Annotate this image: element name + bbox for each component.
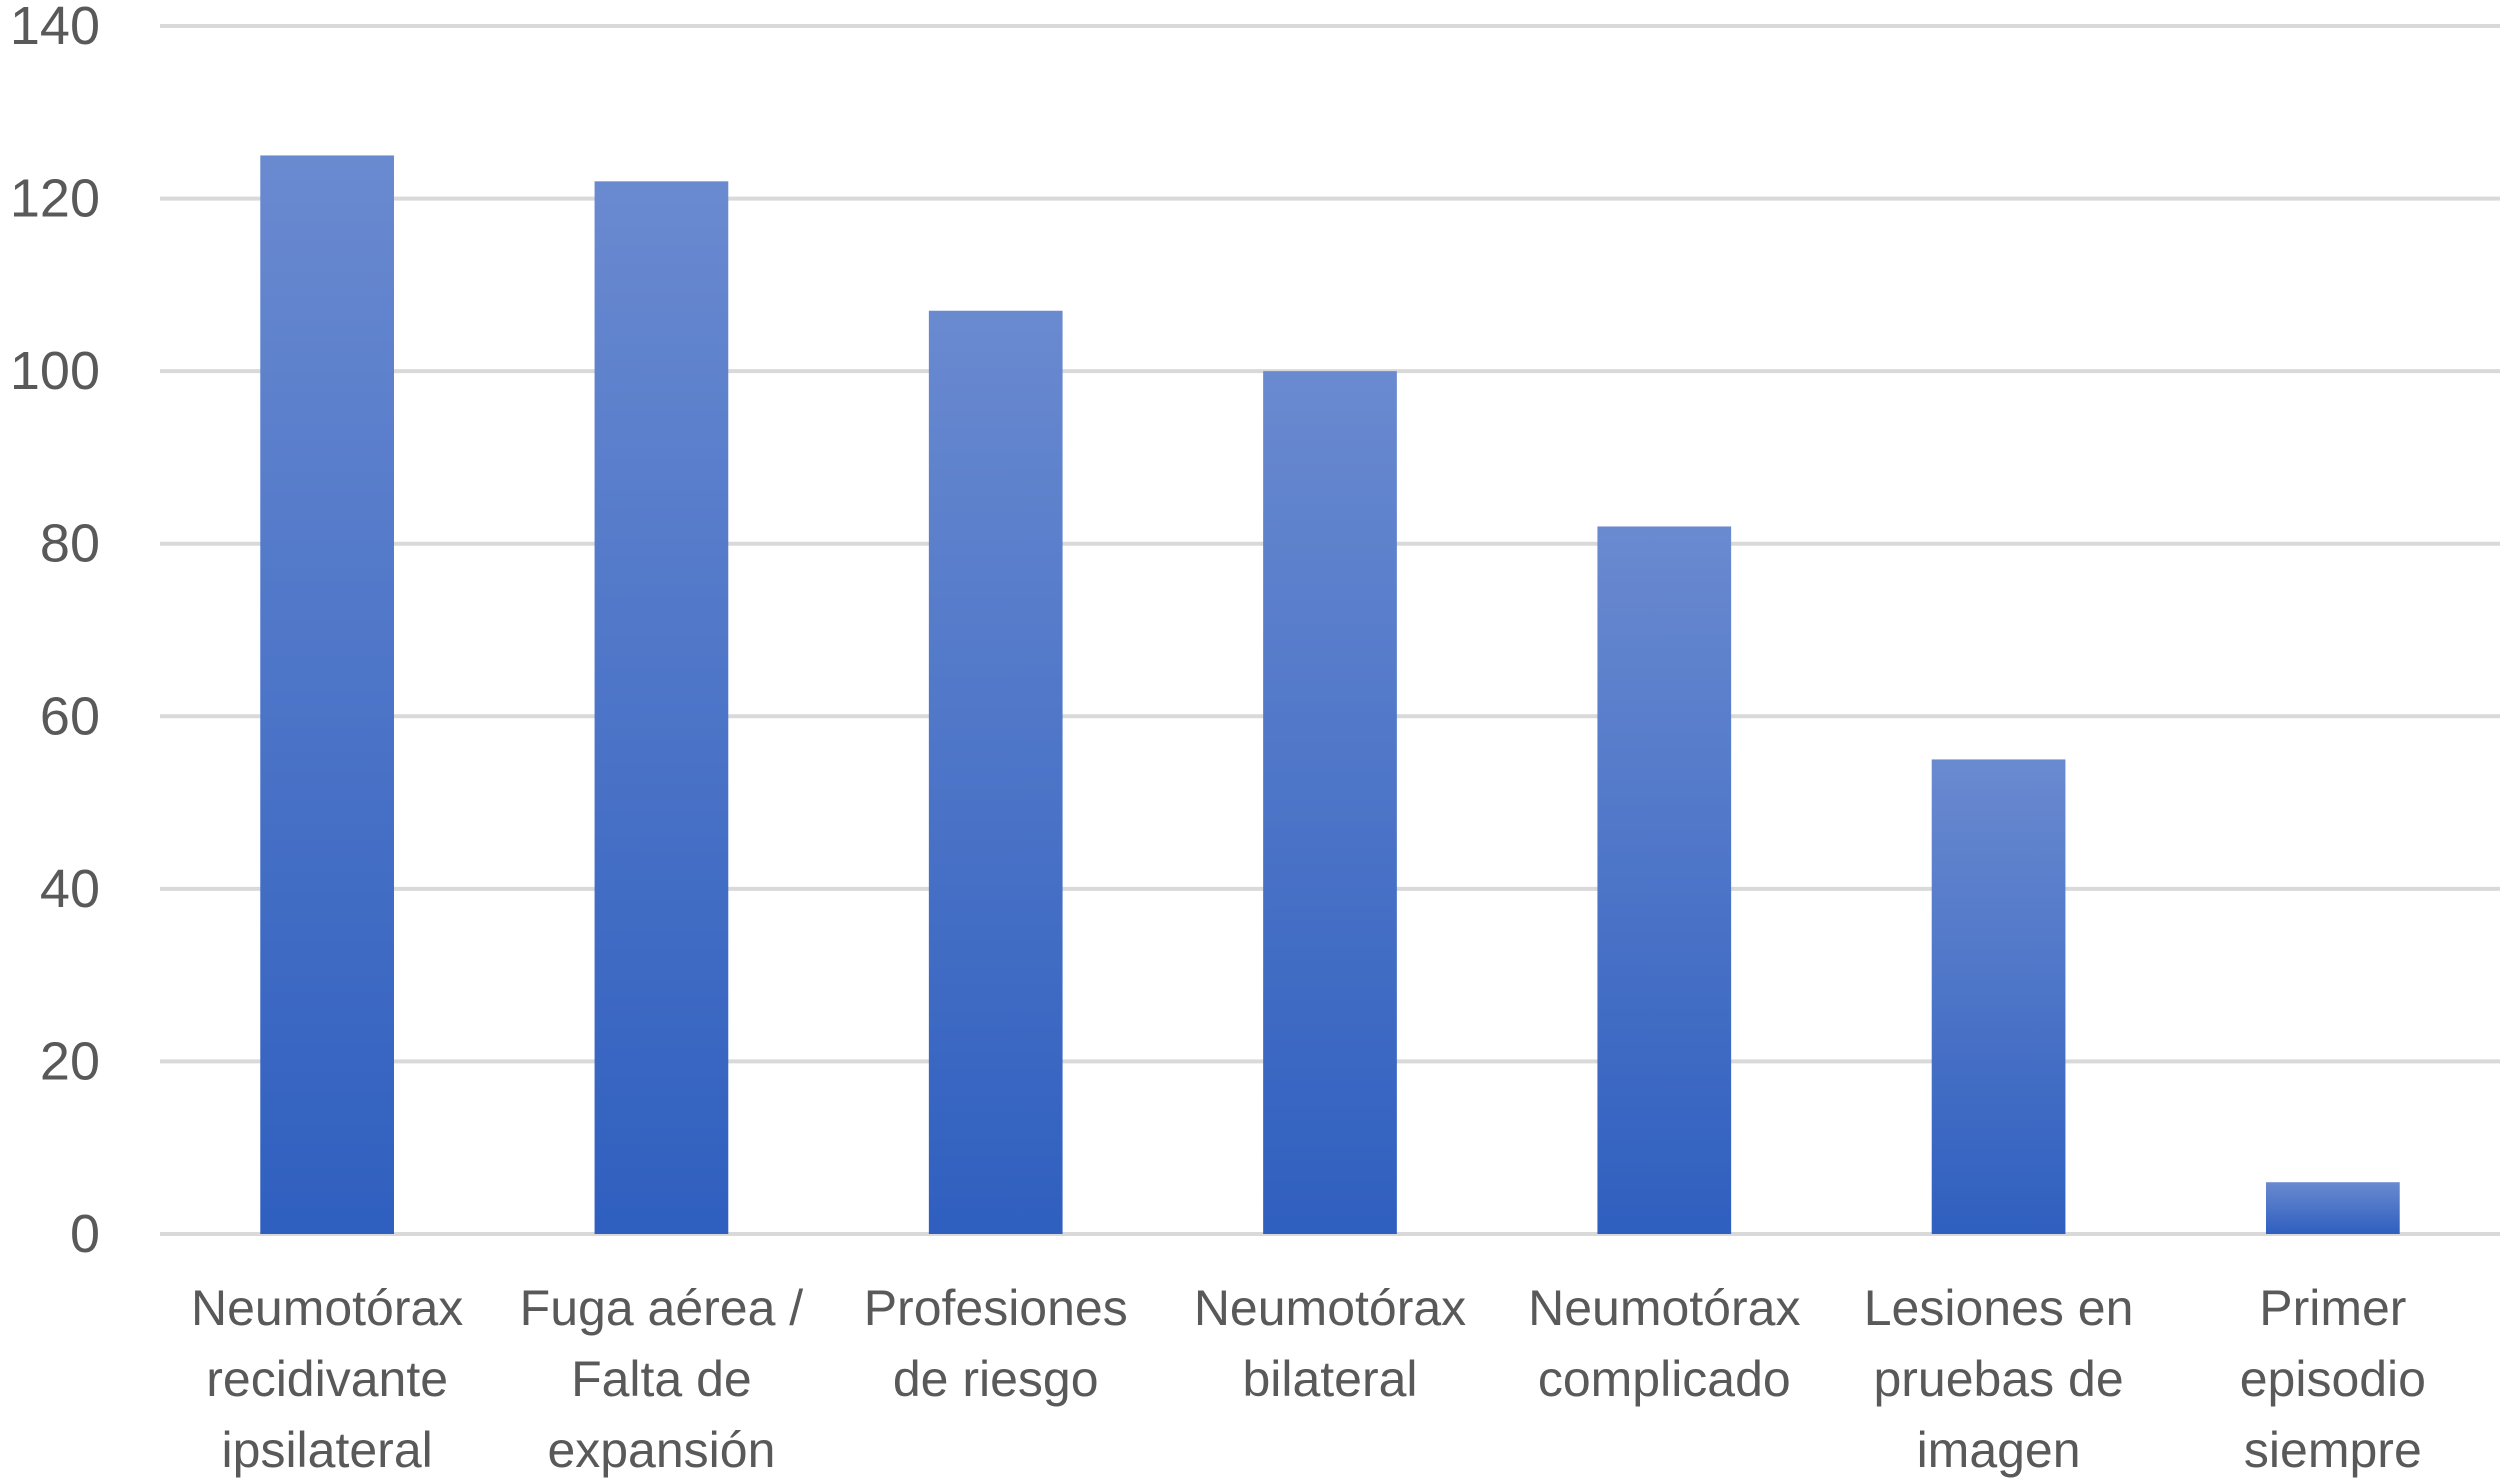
bar-5 xyxy=(1931,759,2066,1234)
bar-1 xyxy=(594,181,729,1234)
bar-0 xyxy=(260,155,394,1234)
x-category-label: Fuga aérea / Falta de expansión xyxy=(520,1280,804,1478)
x-axis-labels: Neumotórax recidivante ipsilateral Fuga aér… xyxy=(191,1280,2426,1478)
x-category-label: Profesiones de riesgo xyxy=(864,1280,1128,1407)
x-category-label: Primer episodio siempre xyxy=(2240,1280,2426,1478)
y-tick-label: 20 xyxy=(40,1031,100,1091)
x-category-label: Neumotórax complicado xyxy=(1528,1280,1800,1407)
y-tick-label: 60 xyxy=(40,686,100,746)
x-category-label: Lesiones en pruebas de imagen xyxy=(1864,1280,2134,1478)
y-tick-label: 140 xyxy=(10,0,100,56)
x-category-label: Neumotórax recidivante ipsilateral xyxy=(191,1280,463,1478)
y-tick-label: 0 xyxy=(70,1204,100,1264)
y-axis-ticks: 0 20 40 60 80 100 120 140 xyxy=(10,0,100,1264)
bar-6 xyxy=(2266,1182,2400,1234)
y-tick-label: 80 xyxy=(40,514,100,574)
bar-2 xyxy=(928,310,1063,1234)
bar-3 xyxy=(1263,371,1397,1235)
bar-4 xyxy=(1597,526,1732,1234)
bars xyxy=(260,155,2400,1235)
y-tick-label: 40 xyxy=(40,859,100,919)
y-tick-label: 100 xyxy=(10,341,100,401)
x-category-label: Neumotórax bilateral xyxy=(1194,1280,1466,1407)
y-tick-label: 120 xyxy=(10,169,100,229)
